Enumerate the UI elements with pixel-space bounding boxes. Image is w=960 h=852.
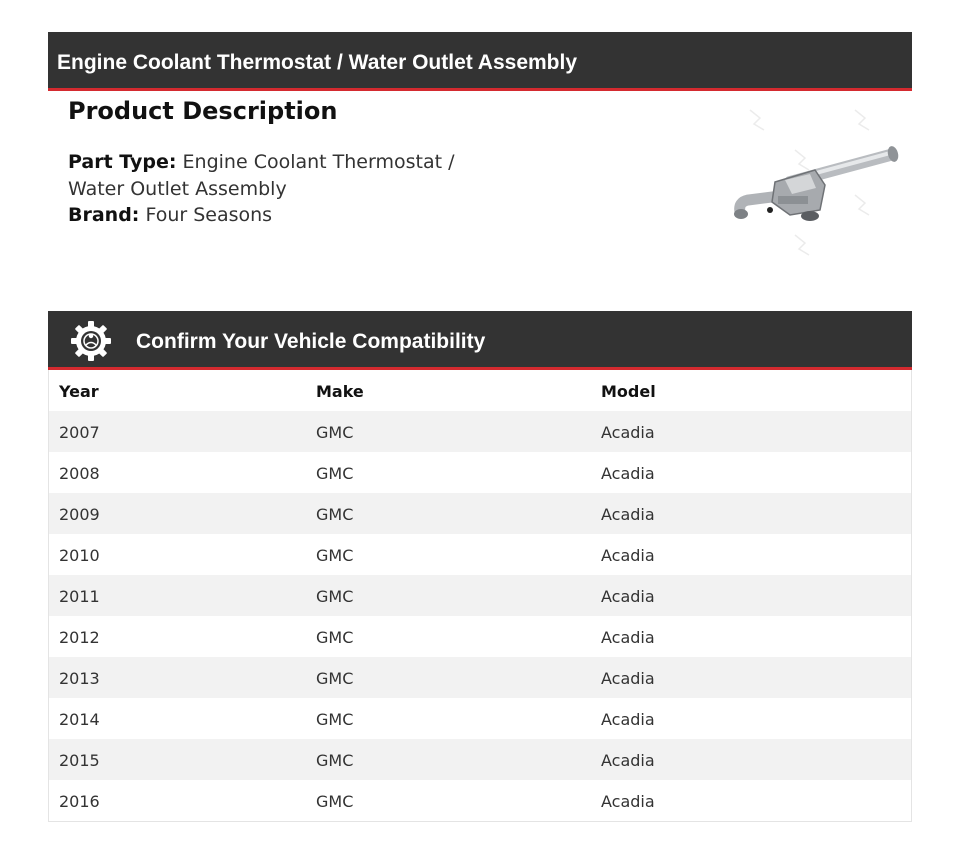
page-title: Engine Coolant Thermostat / Water Outlet… <box>57 51 578 74</box>
model-cell: Acadia <box>601 423 655 442</box>
year-cell: 2011 <box>59 587 100 606</box>
year-cell: 2010 <box>59 546 100 565</box>
part-type-value: Engine Coolant Thermostat / <box>182 151 455 173</box>
make-cell: GMC <box>316 587 354 606</box>
column-header-year: Year <box>59 382 99 401</box>
model-cell: Acadia <box>601 505 655 524</box>
model-cell: Acadia <box>601 628 655 647</box>
year-cell: 2014 <box>59 710 100 729</box>
column-header-make: Make <box>316 382 364 401</box>
table-row: 2007 GMC Acadia <box>49 411 911 452</box>
product-image <box>734 109 899 256</box>
make-cell: GMC <box>316 751 354 770</box>
table-row: 2016 GMC Acadia <box>49 780 911 821</box>
brand-value: Four Seasons <box>145 204 273 226</box>
part-type-row: Part Type: Engine Coolant Thermostat / <box>68 151 455 173</box>
model-cell: Acadia <box>601 546 655 565</box>
table-row: 2008 GMC Acadia <box>49 452 911 493</box>
model-cell: Acadia <box>601 792 655 811</box>
model-cell: Acadia <box>601 710 655 729</box>
make-cell: GMC <box>316 792 354 811</box>
year-cell: 2009 <box>59 505 100 524</box>
year-cell: 2015 <box>59 751 100 770</box>
compatibility-table: Year Make Model 2007 GMC Acadia 2008 GMC… <box>48 370 912 822</box>
table-row: 2013 GMC Acadia <box>49 657 911 698</box>
make-cell: GMC <box>316 710 354 729</box>
year-cell: 2012 <box>59 628 100 647</box>
model-cell: Acadia <box>601 751 655 770</box>
brand-row: Brand: Four Seasons <box>68 204 272 226</box>
title-bar: Engine Coolant Thermostat / Water Outlet… <box>48 32 912 91</box>
make-cell: GMC <box>316 505 354 524</box>
table-row: 2014 GMC Acadia <box>49 698 911 739</box>
table-row: 2015 GMC Acadia <box>49 739 911 780</box>
make-cell: GMC <box>316 423 354 442</box>
part-type-label: Part Type: <box>68 151 177 173</box>
table-row: 2010 GMC Acadia <box>49 534 911 575</box>
part-type-value-line2: Water Outlet Assembly <box>68 178 287 200</box>
product-description-heading: Product Description <box>68 97 338 125</box>
table-row: 2011 GMC Acadia <box>49 575 911 616</box>
make-cell: GMC <box>316 464 354 483</box>
year-cell: 2008 <box>59 464 100 483</box>
make-cell: GMC <box>316 628 354 647</box>
model-cell: Acadia <box>601 587 655 606</box>
gear-icon <box>71 321 111 361</box>
make-cell: GMC <box>316 669 354 688</box>
compatibility-title: Confirm Your Vehicle Compatibility <box>136 330 486 353</box>
table-row: 2012 GMC Acadia <box>49 616 911 657</box>
year-cell: 2013 <box>59 669 100 688</box>
table-row: 2009 GMC Acadia <box>49 493 911 534</box>
brand-label: Brand: <box>68 204 140 226</box>
model-cell: Acadia <box>601 464 655 483</box>
model-cell: Acadia <box>601 669 655 688</box>
year-cell: 2007 <box>59 423 100 442</box>
column-header-model: Model <box>601 382 656 401</box>
compatibility-bar: Confirm Your Vehicle Compatibility <box>48 311 912 370</box>
make-cell: GMC <box>316 546 354 565</box>
table-header-row: Year Make Model <box>49 370 911 411</box>
year-cell: 2016 <box>59 792 100 811</box>
